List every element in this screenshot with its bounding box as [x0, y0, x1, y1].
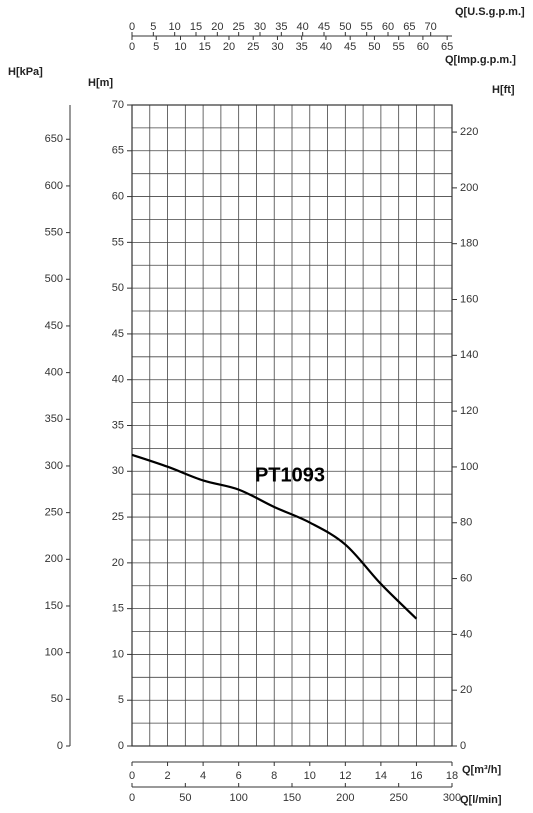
tick-label: 15	[190, 21, 202, 33]
y-tick-label: 45	[112, 328, 124, 340]
tick-label: 250	[389, 792, 407, 804]
y-tick-label: 70	[112, 99, 124, 111]
tick-label: 150	[283, 792, 301, 804]
y-tick-label: 40	[112, 374, 124, 386]
tick-label: 100	[460, 461, 478, 473]
tick-label: 450	[45, 320, 63, 332]
tick-label: 150	[45, 600, 63, 612]
tick-label: 0	[57, 740, 63, 752]
tick-label: 5	[153, 41, 159, 53]
x-tick-label: 18	[446, 770, 458, 782]
tick-label: 140	[460, 349, 478, 361]
tick-label: 45	[344, 41, 356, 53]
y-tick-label: 20	[112, 557, 124, 569]
tick-label: 25	[247, 41, 259, 53]
tick-label: 65	[441, 41, 453, 53]
tick-label: 10	[174, 41, 186, 53]
tick-label: 0	[129, 21, 135, 33]
y-tick-label: 30	[112, 465, 124, 477]
tick-label: 25	[233, 21, 245, 33]
y-tick-label: 65	[112, 145, 124, 157]
tick-label: 200	[460, 182, 478, 194]
tick-label: 180	[460, 238, 478, 250]
tick-label: 70	[425, 21, 437, 33]
tick-label: 300	[45, 460, 63, 472]
tick-label: 45	[318, 21, 330, 33]
x-axis-title: Q[m³/h]	[462, 764, 501, 776]
y-tick-label: 0	[118, 740, 124, 752]
tick-label: 20	[223, 41, 235, 53]
axis-title: Q[Imp.g.p.m.]	[445, 54, 516, 66]
x-tick-label: 2	[164, 770, 170, 782]
tick-label: 0	[129, 41, 135, 53]
tick-label: 60	[460, 572, 472, 584]
x-tick-label: 16	[410, 770, 422, 782]
x-tick-label: 14	[375, 770, 387, 782]
tick-label: 160	[460, 293, 478, 305]
tick-label: 20	[211, 21, 223, 33]
tick-label: 50	[179, 792, 191, 804]
tick-label: 220	[460, 126, 478, 138]
y-tick-label: 50	[112, 282, 124, 294]
tick-label: 200	[336, 792, 354, 804]
y-tick-label: 25	[112, 511, 124, 523]
x-tick-label: 0	[129, 770, 135, 782]
tick-label: 40	[320, 41, 332, 53]
x-tick-label: 10	[304, 770, 316, 782]
tick-label: 65	[403, 21, 415, 33]
tick-label: 15	[199, 41, 211, 53]
tick-label: 50	[339, 21, 351, 33]
tick-label: 35	[275, 21, 287, 33]
tick-label: 30	[271, 41, 283, 53]
tick-label: 400	[45, 367, 63, 379]
tick-label: 0	[129, 792, 135, 804]
tick-label: 40	[297, 21, 309, 33]
tick-label: 600	[45, 180, 63, 192]
y-tick-label: 60	[112, 190, 124, 202]
tick-label: 60	[382, 21, 394, 33]
tick-label: 35	[296, 41, 308, 53]
y-tick-label: 15	[112, 603, 124, 615]
tick-label: 30	[254, 21, 266, 33]
tick-label: 650	[45, 133, 63, 145]
pump-curve	[131, 453, 418, 620]
tick-label: 55	[393, 41, 405, 53]
tick-label: 80	[460, 517, 472, 529]
y-tick-label: 5	[118, 694, 124, 706]
tick-label: 50	[51, 693, 63, 705]
tick-label: 550	[45, 227, 63, 239]
x-tick-label: 4	[200, 770, 206, 782]
axis-title: H[kPa]	[8, 66, 43, 78]
axis-title: H[ft]	[492, 84, 515, 96]
tick-label: 200	[45, 553, 63, 565]
y-axis-title: H[m]	[88, 77, 113, 89]
y-tick-label: 10	[112, 648, 124, 660]
tick-label: 100	[229, 792, 247, 804]
y-tick-label: 55	[112, 236, 124, 248]
tick-label: 60	[417, 41, 429, 53]
tick-label: 40	[460, 628, 472, 640]
axis-title: Q[U.S.g.p.m.]	[455, 6, 525, 18]
tick-label: 0	[460, 740, 466, 752]
tick-label: 250	[45, 507, 63, 519]
tick-label: 55	[361, 21, 373, 33]
tick-label: 20	[460, 684, 472, 696]
tick-label: 350	[45, 413, 63, 425]
x-tick-label: 12	[339, 770, 351, 782]
tick-label: 5	[150, 21, 156, 33]
tick-label: 500	[45, 273, 63, 285]
y-tick-label: 35	[112, 419, 124, 431]
tick-label: 10	[169, 21, 181, 33]
tick-label: 50	[368, 41, 380, 53]
tick-label: 120	[460, 405, 478, 417]
model-label: PT1093	[255, 464, 325, 486]
x-tick-label: 8	[271, 770, 277, 782]
axis-title: Q[l/min]	[460, 794, 502, 806]
tick-label: 100	[45, 647, 63, 659]
x-tick-label: 6	[236, 770, 242, 782]
tick-label: 300	[443, 792, 461, 804]
